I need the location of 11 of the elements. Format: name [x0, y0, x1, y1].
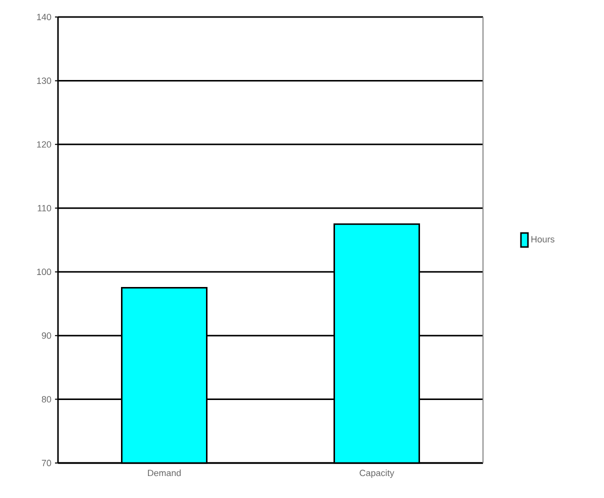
y-tick-label: 120: [37, 141, 52, 148]
y-tick-label: 110: [38, 204, 52, 212]
y-tick-label: 80: [42, 396, 52, 402]
y-tick-label: 140: [37, 14, 52, 20]
y-tick-label: 130: [37, 78, 52, 84]
y-tick-label: 90: [42, 332, 52, 339]
y-tick-label: 100: [37, 268, 52, 276]
y-tick-label: 70: [42, 460, 52, 466]
legend-label: Hours: [531, 236, 554, 242]
x-tick-label: Demand: [148, 470, 181, 476]
x-tick-label: Capacity: [360, 470, 394, 478]
